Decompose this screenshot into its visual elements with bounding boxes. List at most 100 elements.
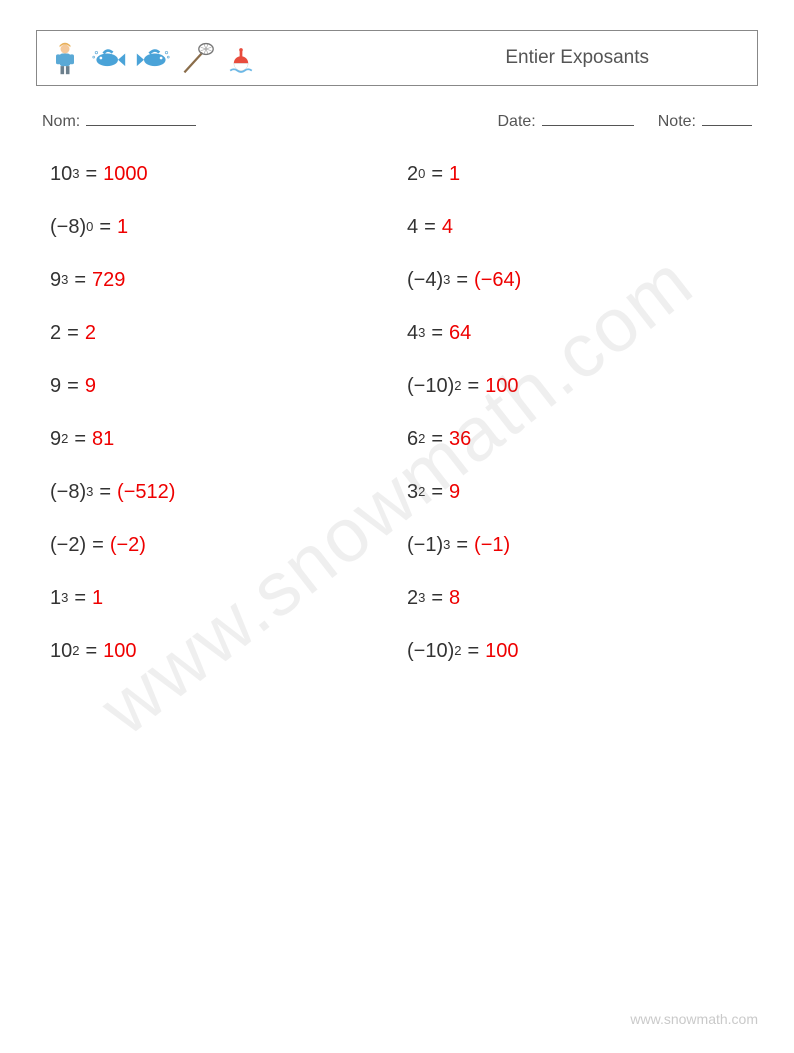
problem-item: (−2)=(−2) <box>50 534 387 557</box>
problem-item: (−4)3 = (−64) <box>407 269 744 292</box>
equals-sign: = <box>67 375 79 398</box>
problem-exponent: 3 <box>72 166 79 181</box>
problem-base: 9 <box>50 428 61 451</box>
equals-sign: = <box>92 534 104 557</box>
problem-answer: 9 <box>449 481 460 504</box>
problem-exponent: 3 <box>418 590 425 605</box>
problem-exponent: 0 <box>418 166 425 181</box>
problem-base: 10 <box>50 163 72 186</box>
problem-exponent: 0 <box>86 219 93 234</box>
problem-exponent: 3 <box>61 272 68 287</box>
problem-base: (−10) <box>407 375 454 398</box>
problem-answer: 8 <box>449 587 460 610</box>
equals-sign: = <box>74 587 86 610</box>
problem-item: 32 = 9 <box>407 481 744 504</box>
equals-sign: = <box>99 481 111 504</box>
equals-sign: = <box>424 216 436 239</box>
fisherman-icon <box>47 39 83 77</box>
net-icon <box>179 39 215 77</box>
equals-sign: = <box>431 587 443 610</box>
problem-base: (−8) <box>50 216 86 239</box>
equals-sign: = <box>467 375 479 398</box>
date-label: Date: <box>498 113 536 131</box>
problem-answer: 1000 <box>103 163 148 186</box>
problem-exponent: 3 <box>443 272 450 287</box>
header-box: Entier Exposants <box>36 30 758 86</box>
problem-base: 4 <box>407 216 418 239</box>
problem-base: 2 <box>50 322 61 345</box>
problem-item: 103 = 1000 <box>50 163 387 186</box>
problem-item: (−1)3=(−1) <box>407 534 744 557</box>
problem-answer: 81 <box>92 428 114 451</box>
problem-base: 9 <box>50 375 61 398</box>
problem-base: (−1) <box>407 534 443 557</box>
equals-sign: = <box>85 163 97 186</box>
problem-exponent: 2 <box>418 431 425 446</box>
problem-exponent: 2 <box>72 643 79 658</box>
equals-sign: = <box>431 428 443 451</box>
problem-base: 9 <box>50 269 61 292</box>
problem-base: 10 <box>50 640 72 663</box>
problem-exponent: 3 <box>418 325 425 340</box>
problem-item: (−10)2=100 <box>407 640 744 663</box>
name-label: Nom: <box>42 113 80 131</box>
equals-sign: = <box>85 640 97 663</box>
problem-exponent: 3 <box>443 537 450 552</box>
meta-row: Nom: Date: Note: <box>36 110 758 131</box>
problem-answer: 100 <box>103 640 136 663</box>
equals-sign: = <box>431 163 443 186</box>
equals-sign: = <box>74 269 86 292</box>
problem-item: 102 = 100 <box>50 640 387 663</box>
equals-sign: = <box>67 322 79 345</box>
problem-item: 62 = 36 <box>407 428 744 451</box>
name-blank[interactable] <box>86 110 196 126</box>
problem-item: 20 = 1 <box>407 163 744 186</box>
problem-exponent: 2 <box>454 378 461 393</box>
name-field: Nom: <box>42 110 196 131</box>
problem-base: 2 <box>407 587 418 610</box>
footer-url: www.snowmath.com <box>630 1011 758 1027</box>
problem-base: (−4) <box>407 269 443 292</box>
problem-answer: 4 <box>442 216 453 239</box>
problem-exponent: 3 <box>61 590 68 605</box>
problem-base: 1 <box>50 587 61 610</box>
problem-item: 93 = 729 <box>50 269 387 292</box>
problem-answer: 729 <box>92 269 125 292</box>
problem-base: 3 <box>407 481 418 504</box>
note-blank[interactable] <box>702 110 752 126</box>
bobber-icon <box>223 39 259 77</box>
problem-answer: (−1) <box>474 534 510 557</box>
problem-base: 2 <box>407 163 418 186</box>
worksheet-title: Entier Exposants <box>505 47 649 69</box>
problem-item: 43=64 <box>407 322 744 345</box>
problem-item: 4 = 4 <box>407 216 744 239</box>
problem-answer: (−2) <box>110 534 146 557</box>
problem-base: (−8) <box>50 481 86 504</box>
problem-exponent: 2 <box>454 643 461 658</box>
problem-exponent: 2 <box>61 431 68 446</box>
problem-answer: 9 <box>85 375 96 398</box>
problem-answer: 64 <box>449 322 471 345</box>
problem-item: 92 = 81 <box>50 428 387 451</box>
problem-base: 6 <box>407 428 418 451</box>
equals-sign: = <box>456 269 468 292</box>
equals-sign: = <box>99 216 111 239</box>
equals-sign: = <box>74 428 86 451</box>
note-label: Note: <box>658 113 696 131</box>
problem-answer: 1 <box>117 216 128 239</box>
problem-answer: 100 <box>485 640 518 663</box>
header-icons <box>47 39 259 77</box>
problem-answer: 1 <box>449 163 460 186</box>
problems-grid: 103=100020=1(−8)0=14=493=729(−4)3=(−64)2… <box>36 163 758 663</box>
problem-item: 23 = 8 <box>407 587 744 610</box>
problem-answer: 36 <box>449 428 471 451</box>
problem-exponent: 2 <box>418 484 425 499</box>
problem-item: (−8)3=(−512) <box>50 481 387 504</box>
equals-sign: = <box>431 481 443 504</box>
problem-answer: 1 <box>92 587 103 610</box>
date-blank[interactable] <box>542 110 634 126</box>
problem-answer: (−64) <box>474 269 521 292</box>
problem-base: (−10) <box>407 640 454 663</box>
fish-left-icon <box>91 39 127 77</box>
equals-sign: = <box>456 534 468 557</box>
